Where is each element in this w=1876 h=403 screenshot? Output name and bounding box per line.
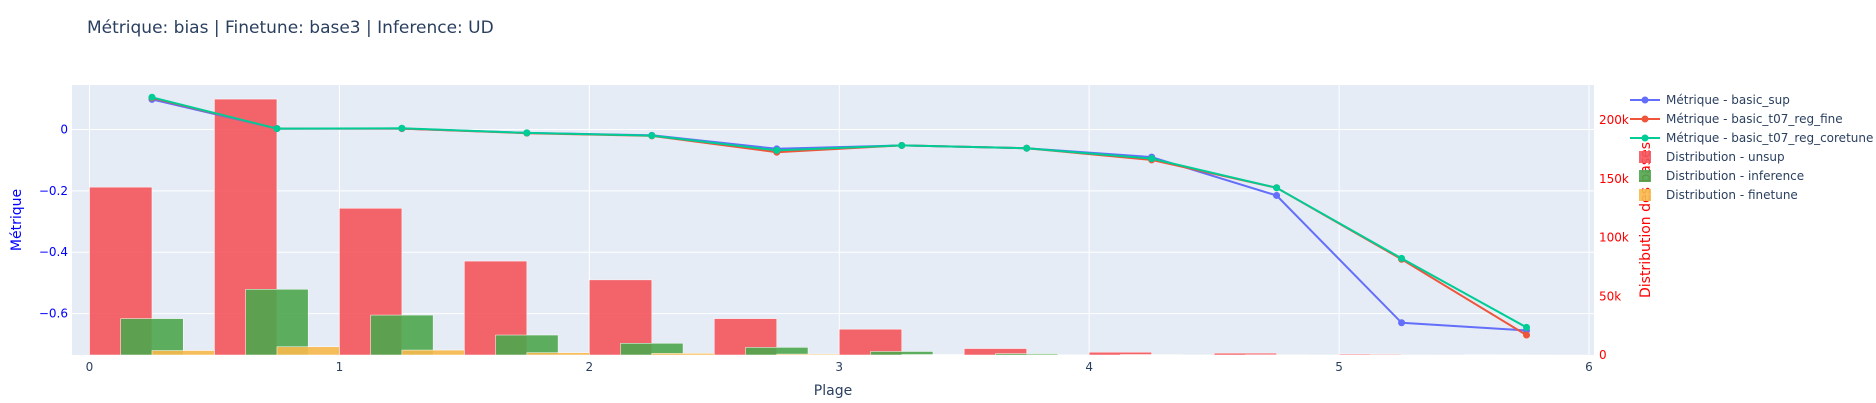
series-point [1273, 191, 1281, 199]
legend: Métrique - basic_sup Métrique - basic_t07… [1630, 93, 1873, 202]
series-point [1523, 323, 1531, 331]
bar [151, 350, 215, 356]
bar [120, 318, 184, 356]
x-tick-label: 2 [586, 360, 594, 374]
series-point [898, 141, 906, 149]
y2-axis-title: Distribution des bases [1638, 142, 1654, 298]
series-point [148, 93, 156, 101]
line-layer [148, 93, 1531, 339]
series-point [1398, 254, 1406, 262]
chart-title: Métrique: bias | Finetune: base3 | Infer… [87, 18, 494, 38]
y2-tick-label: 50k [1599, 289, 1621, 303]
bar [526, 352, 590, 356]
bar [276, 346, 340, 356]
series-point [1523, 331, 1531, 339]
y2-tick-label: 150k [1599, 172, 1629, 186]
legend-label: Métrique - basic_t07_reg_coretune [1666, 131, 1873, 145]
bar-layer [89, 98, 1590, 356]
y-tick-label: 0 [60, 122, 68, 136]
series-point [398, 124, 406, 132]
x-axis-title: Plage [814, 383, 852, 399]
bar [245, 289, 309, 356]
series-point [523, 129, 531, 137]
x-tick-label: 5 [1335, 360, 1343, 374]
series-point [773, 146, 781, 154]
series-line [151, 96, 1527, 329]
legend-label: Distribution - finetune [1666, 188, 1798, 202]
legend-bar-swatch [1639, 189, 1651, 201]
bar [589, 279, 653, 356]
x-tick-label: 6 [1585, 360, 1593, 374]
x-tick-label: 3 [835, 360, 843, 374]
x-tick-label: 1 [336, 360, 344, 374]
legend-marker [1641, 134, 1649, 142]
series-point [1023, 144, 1031, 152]
legend-marker [1641, 96, 1649, 104]
legend-marker [1641, 115, 1649, 123]
y-tick-label: −0.6 [39, 307, 68, 321]
legend-label: Distribution - inference [1666, 169, 1804, 183]
series-point [1148, 155, 1156, 163]
bar [495, 334, 559, 356]
series-point [1273, 184, 1281, 192]
plot-background [72, 85, 1594, 355]
bar [838, 328, 902, 356]
legend-label: Métrique - basic_t07_reg_fine [1666, 112, 1843, 126]
y-tick-label: −0.4 [39, 245, 68, 259]
bar [651, 353, 715, 356]
legend-bar-swatch [1639, 151, 1651, 163]
x-tick-label: 4 [1085, 360, 1093, 374]
legend-label: Distribution - unsup [1666, 150, 1785, 164]
bar [370, 314, 434, 356]
series-point [1398, 319, 1406, 327]
y-axis-title: Métrique [9, 189, 25, 251]
y2-tick-label: 200k [1599, 113, 1629, 127]
y2-tick-label: 0 [1599, 348, 1607, 362]
legend-bar-swatch [1639, 170, 1651, 182]
bar [401, 349, 465, 356]
bar [776, 353, 840, 356]
y-tick-label: −0.2 [39, 184, 68, 198]
y2-tick-label: 100k [1599, 231, 1629, 245]
legend-label: Métrique - basic_sup [1666, 93, 1790, 107]
x-tick-label: 0 [86, 360, 94, 374]
series-point [273, 125, 281, 133]
series-point [648, 132, 656, 140]
